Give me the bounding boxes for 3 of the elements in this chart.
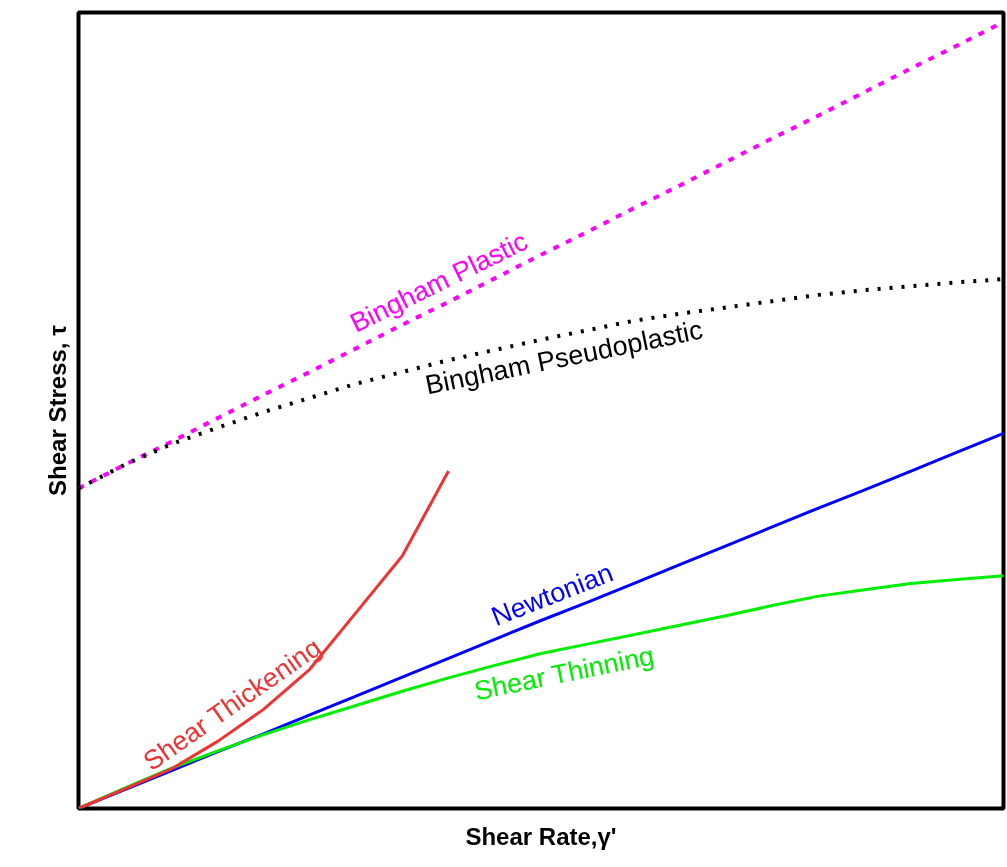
y-axis-title: Shear Stress, τ bbox=[43, 324, 71, 496]
text: Shear Thinning bbox=[471, 640, 657, 707]
x-axis-title: Shear Rate,γ' bbox=[465, 822, 617, 850]
